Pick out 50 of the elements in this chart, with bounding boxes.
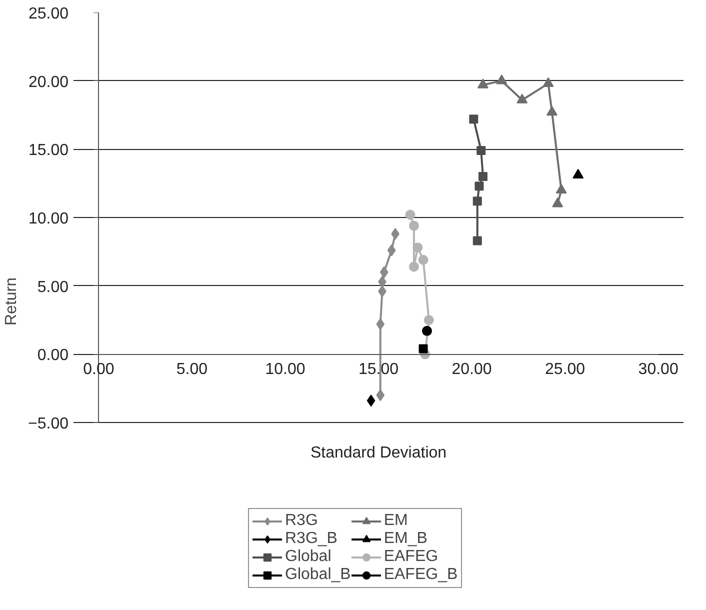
point <box>496 74 508 84</box>
point <box>546 106 558 116</box>
y-tick-label: −5.00 <box>28 416 69 432</box>
point <box>376 318 385 330</box>
y-tick-label: 25.00 <box>28 6 69 22</box>
y-tick-label: 5.00 <box>37 278 69 296</box>
x-tick-label: 10.00 <box>265 361 306 378</box>
legend-label: EM <box>384 512 408 530</box>
point <box>408 262 419 272</box>
point <box>408 220 419 231</box>
y-tick-label: 20.00 <box>28 74 69 91</box>
point <box>387 244 396 256</box>
legend-label: R3G_B <box>285 530 338 548</box>
point <box>572 168 584 179</box>
point <box>424 315 434 325</box>
y-tick-label: 15.00 <box>28 142 69 160</box>
point <box>412 242 423 253</box>
legend-label: Global <box>285 548 332 566</box>
x-tick-label: 25.00 <box>545 361 586 378</box>
legend-label: Global_B <box>285 566 351 584</box>
y-tick-label: 10.00 <box>28 210 69 228</box>
x-tick-label: 5.00 <box>176 361 208 378</box>
point <box>405 210 416 220</box>
point <box>474 182 484 191</box>
point <box>418 254 428 265</box>
x-tick-label: 15.00 <box>358 361 399 378</box>
x-tick-label: 30.00 <box>638 361 678 378</box>
point <box>376 389 385 402</box>
point <box>469 114 478 124</box>
point <box>380 266 388 278</box>
x-tick-label: 20.00 <box>452 361 492 378</box>
point <box>478 172 488 181</box>
point <box>556 184 567 194</box>
legend-label: EM_B <box>384 530 428 548</box>
point <box>472 196 482 206</box>
legend-label: R3G <box>285 512 318 530</box>
point <box>472 236 482 246</box>
y-tick-label: 0.00 <box>37 347 69 364</box>
point <box>476 146 486 156</box>
point <box>366 394 376 407</box>
y-axis-title: Return <box>3 277 20 326</box>
point <box>477 78 488 88</box>
point <box>418 344 428 354</box>
point <box>516 94 528 104</box>
legend-label: EAFEG_B <box>384 566 458 584</box>
point <box>552 198 564 208</box>
point <box>422 326 432 336</box>
legend-label: EAFEG <box>384 548 438 566</box>
point <box>542 77 554 87</box>
x-axis-title: Standard Deviation <box>310 444 447 462</box>
